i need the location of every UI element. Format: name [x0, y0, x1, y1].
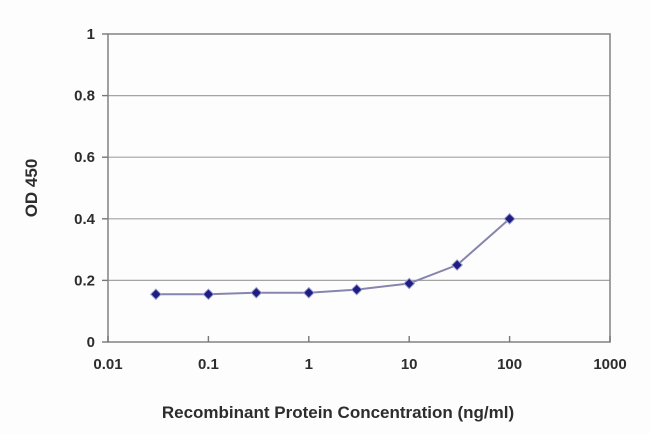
plot-border [107, 33, 611, 343]
x-tick-label: 0.1 [198, 356, 219, 373]
x-axis-title: Recombinant Protein Concentration (ng/ml… [161, 403, 515, 422]
data-point-marker [451, 259, 464, 271]
x-tick-label: 1000 [593, 356, 626, 373]
y-axis-title-text: OD 450 [22, 158, 41, 218]
y-tick-label: 1 [87, 26, 95, 43]
x-tick-label: 1 [305, 356, 313, 373]
data-point-marker [202, 288, 215, 301]
y-tick-label: 0.8 [74, 88, 95, 105]
data-point-marker [403, 277, 416, 290]
data-point-marker [302, 286, 315, 299]
series-line [155, 218, 511, 296]
x-tick-label: 100 [497, 356, 522, 373]
x-tick-label: 10 [401, 356, 418, 373]
y-tick-label: 0.4 [74, 211, 96, 228]
data-point-marker [503, 212, 516, 225]
y-tick-label: 0 [87, 334, 95, 351]
x-tick-label: 0.01 [93, 356, 122, 373]
data-point-marker [250, 286, 263, 299]
data-point-marker [350, 283, 363, 296]
y-tick-label: 0.6 [74, 149, 95, 166]
y-tick-label: 0.2 [74, 272, 95, 289]
data-point-marker [149, 288, 162, 301]
